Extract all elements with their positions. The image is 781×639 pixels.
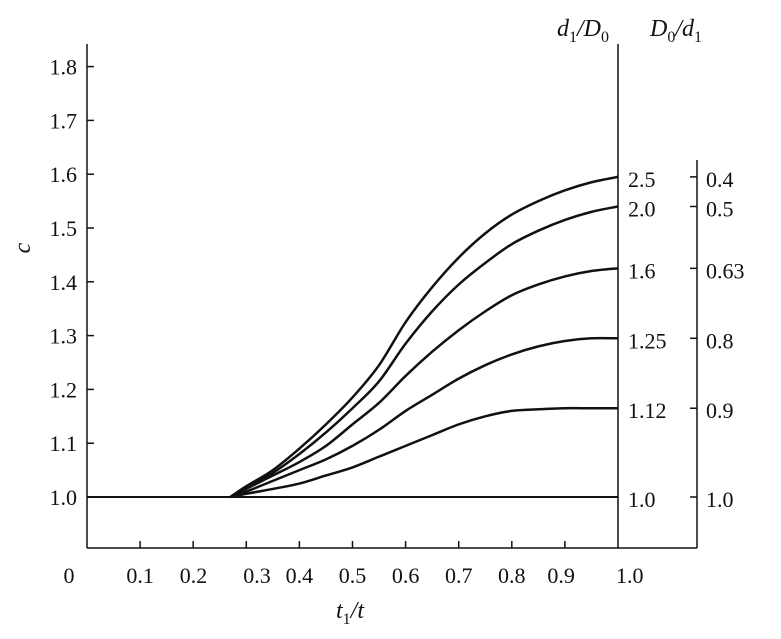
y-tick-label: 1.5: [50, 216, 78, 241]
x-tick-label: 0.7: [445, 563, 473, 588]
right-axis-1-title: d1/D0: [557, 16, 609, 46]
series-line-1_6: [229, 267, 619, 499]
series-label-d1D0: 1.12: [628, 398, 667, 423]
series-line-2_5: [229, 175, 619, 499]
y-axis-title: c: [10, 242, 36, 253]
baseline-label-d1D0: 1.0: [628, 487, 656, 512]
y-tick-label: 1.1: [50, 431, 78, 456]
baseline-label-D0d1: 1.0: [706, 487, 734, 512]
x-tick-label: 0.4: [286, 563, 314, 588]
y-tick-label: 1.7: [50, 108, 78, 133]
x-tick-label: 0: [64, 563, 75, 588]
x-tick-label: 1.0: [616, 563, 644, 588]
series-label-d1D0: 2.5: [628, 167, 656, 192]
series-line-1_12: [230, 406, 618, 499]
series-label-D0d1: 0.9: [706, 398, 734, 423]
series-label-D0d1: 0.63: [706, 258, 745, 283]
series-label-d1D0: 1.6: [628, 258, 656, 283]
x-axis-title: t1/t: [336, 598, 365, 628]
series-line-1_25: [229, 336, 619, 499]
x-tick-label: 0.6: [392, 563, 420, 588]
series-line-2_0: [229, 205, 619, 499]
y-tick-label: 1.6: [50, 162, 78, 187]
series-label-d1D0: 2.0: [628, 196, 656, 221]
y-tick-label: 1.3: [50, 324, 78, 349]
y-tick-label: 1.2: [50, 377, 78, 402]
x-tick-label: 0.8: [498, 563, 526, 588]
labels: 1.0 1.1 1.2 1.3 1.4 1.5 1.6 1.7 1.8 0 0.1 0.2 0.3 0.4…: [10, 16, 745, 628]
series-label-D0d1: 0.5: [706, 196, 734, 221]
x-tick-label: 0.9: [547, 563, 575, 588]
curves: [87, 175, 619, 499]
x-tick-label: 0.1: [126, 563, 154, 588]
y-tick-label: 1.8: [50, 55, 78, 80]
x-tick-label: 0.5: [339, 563, 367, 588]
x-tick-label: 0.2: [180, 563, 208, 588]
x-tick-label: 0.3: [243, 563, 270, 588]
series-label-d1D0: 1.25: [628, 328, 667, 353]
right-axis-2-title: D0/d1: [649, 16, 702, 46]
axes: [86, 44, 698, 549]
y-tick-label: 1.4: [50, 270, 78, 295]
series-label-D0d1: 0.4: [706, 167, 734, 192]
series-label-D0d1: 0.8: [706, 328, 734, 353]
y-tick-label: 1.0: [50, 485, 78, 510]
